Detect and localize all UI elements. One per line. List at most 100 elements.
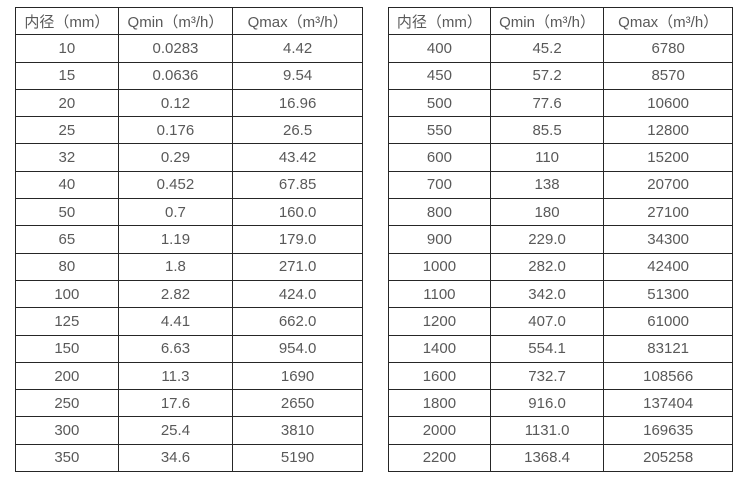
flow-table-left: 内径（mm） Qmin（m³/h） Qmax（m³/h） 10 0.0283 4.4…	[15, 6, 363, 473]
table-row: 450 57.2 8570	[388, 61, 733, 90]
table-cell: 700	[388, 170, 491, 200]
table-row: 2200 1368.4 205258	[388, 443, 733, 473]
table-cell: 15200	[603, 143, 733, 172]
table-cell: 0.7	[117, 198, 234, 227]
table-cell: 11.3	[117, 361, 234, 391]
table-cell: 10600	[603, 88, 733, 118]
table-cell: 40	[15, 170, 119, 200]
table-row: 100 2.82 424.0	[15, 279, 363, 309]
table-row: 300 25.4 3810	[15, 416, 363, 445]
table-row: 65 1.19 179.0	[15, 225, 363, 254]
table-cell: 1600	[388, 361, 491, 391]
table-cell: 800	[388, 198, 491, 227]
table-cell: 8570	[603, 61, 733, 90]
table-row: 40 0.452 67.85	[15, 170, 363, 200]
table-row: 150 6.63 954.0	[15, 334, 363, 363]
table-row: 500 77.6 10600	[388, 88, 733, 118]
table-body: 400 45.2 6780 450 57.2 8570 500 77.6 10600 550 85.…	[388, 34, 733, 473]
table-cell: 400	[388, 34, 491, 63]
table-cell: 67.85	[232, 170, 363, 200]
table-cell: 100	[15, 279, 119, 309]
table-cell: 180	[489, 198, 605, 227]
column-header-qmax: Qmax（m³/h）	[603, 6, 733, 36]
table-cell: 85.5	[489, 116, 605, 145]
table-cell: 1000	[388, 252, 491, 281]
table-cell: 137404	[603, 389, 733, 418]
table-cell: 125	[15, 307, 119, 336]
table-cell: 77.6	[489, 88, 605, 118]
header-row: 内径（mm） Qmin（m³/h） Qmax（m³/h）	[15, 6, 363, 36]
table-row: 600 110 15200	[388, 143, 733, 172]
table-row: 250 17.6 2650	[15, 389, 363, 418]
table-row: 700 138 20700	[388, 170, 733, 200]
table-cell: 271.0	[232, 252, 363, 281]
table-cell: 57.2	[489, 61, 605, 90]
table-row: 32 0.29 43.42	[15, 143, 363, 172]
table-cell: 2.82	[117, 279, 234, 309]
table-row: 1800 916.0 137404	[388, 389, 733, 418]
table-cell: 9.54	[232, 61, 363, 90]
table-cell: 108566	[603, 361, 733, 391]
table-cell: 138	[489, 170, 605, 200]
table-cell: 1.8	[117, 252, 234, 281]
table-cell: 3810	[232, 416, 363, 445]
table-cell: 61000	[603, 307, 733, 336]
table-cell: 1368.4	[489, 443, 605, 473]
table-cell: 0.0636	[117, 61, 234, 90]
table-row: 25 0.176 26.5	[15, 116, 363, 145]
table-cell: 900	[388, 225, 491, 254]
table-cell: 342.0	[489, 279, 605, 309]
table-cell: 110	[489, 143, 605, 172]
table-cell: 1690	[232, 361, 363, 391]
table-cell: 83121	[603, 334, 733, 363]
table-cell: 12800	[603, 116, 733, 145]
table-cell: 160.0	[232, 198, 363, 227]
table-row: 125 4.41 662.0	[15, 307, 363, 336]
table-cell: 169635	[603, 416, 733, 445]
table-cell: 45.2	[489, 34, 605, 63]
table-row: 200 11.3 1690	[15, 361, 363, 391]
table-cell: 229.0	[489, 225, 605, 254]
table-cell: 1400	[388, 334, 491, 363]
table-cell: 600	[388, 143, 491, 172]
table-cell: 282.0	[489, 252, 605, 281]
table-cell: 34.6	[117, 443, 234, 473]
table-row: 800 180 27100	[388, 198, 733, 227]
table-row: 20 0.12 16.96	[15, 88, 363, 118]
header-row: 内径（mm） Qmin（m³/h） Qmax（m³/h）	[388, 6, 733, 36]
table-cell: 42400	[603, 252, 733, 281]
column-header-diameter: 内径（mm）	[15, 6, 119, 36]
table-cell: 350	[15, 443, 119, 473]
table-cell: 0.12	[117, 88, 234, 118]
table-cell: 200	[15, 361, 119, 391]
table-cell: 16.96	[232, 88, 363, 118]
column-header-qmin: Qmin（m³/h）	[489, 6, 605, 36]
column-header-diameter: 内径（mm）	[388, 6, 491, 36]
table-cell: 150	[15, 334, 119, 363]
table-cell: 179.0	[232, 225, 363, 254]
table-cell: 6780	[603, 34, 733, 63]
table-cell: 916.0	[489, 389, 605, 418]
table-cell: 554.1	[489, 334, 605, 363]
table-cell: 26.5	[232, 116, 363, 145]
table-row: 50 0.7 160.0	[15, 198, 363, 227]
table-row: 10 0.0283 4.42	[15, 34, 363, 63]
table-row: 400 45.2 6780	[388, 34, 733, 63]
table-row: 1400 554.1 83121	[388, 334, 733, 363]
table-cell: 65	[15, 225, 119, 254]
table-cell: 407.0	[489, 307, 605, 336]
table-cell: 662.0	[232, 307, 363, 336]
table-row: 1600 732.7 108566	[388, 361, 733, 391]
table-cell: 4.41	[117, 307, 234, 336]
column-header-qmin: Qmin（m³/h）	[117, 6, 234, 36]
table-cell: 424.0	[232, 279, 363, 309]
table-cell: 1.19	[117, 225, 234, 254]
table-cell: 1800	[388, 389, 491, 418]
table-cell: 43.42	[232, 143, 363, 172]
table-cell: 34300	[603, 225, 733, 254]
table-cell: 732.7	[489, 361, 605, 391]
table-cell: 550	[388, 116, 491, 145]
table-cell: 20	[15, 88, 119, 118]
table-cell: 1200	[388, 307, 491, 336]
